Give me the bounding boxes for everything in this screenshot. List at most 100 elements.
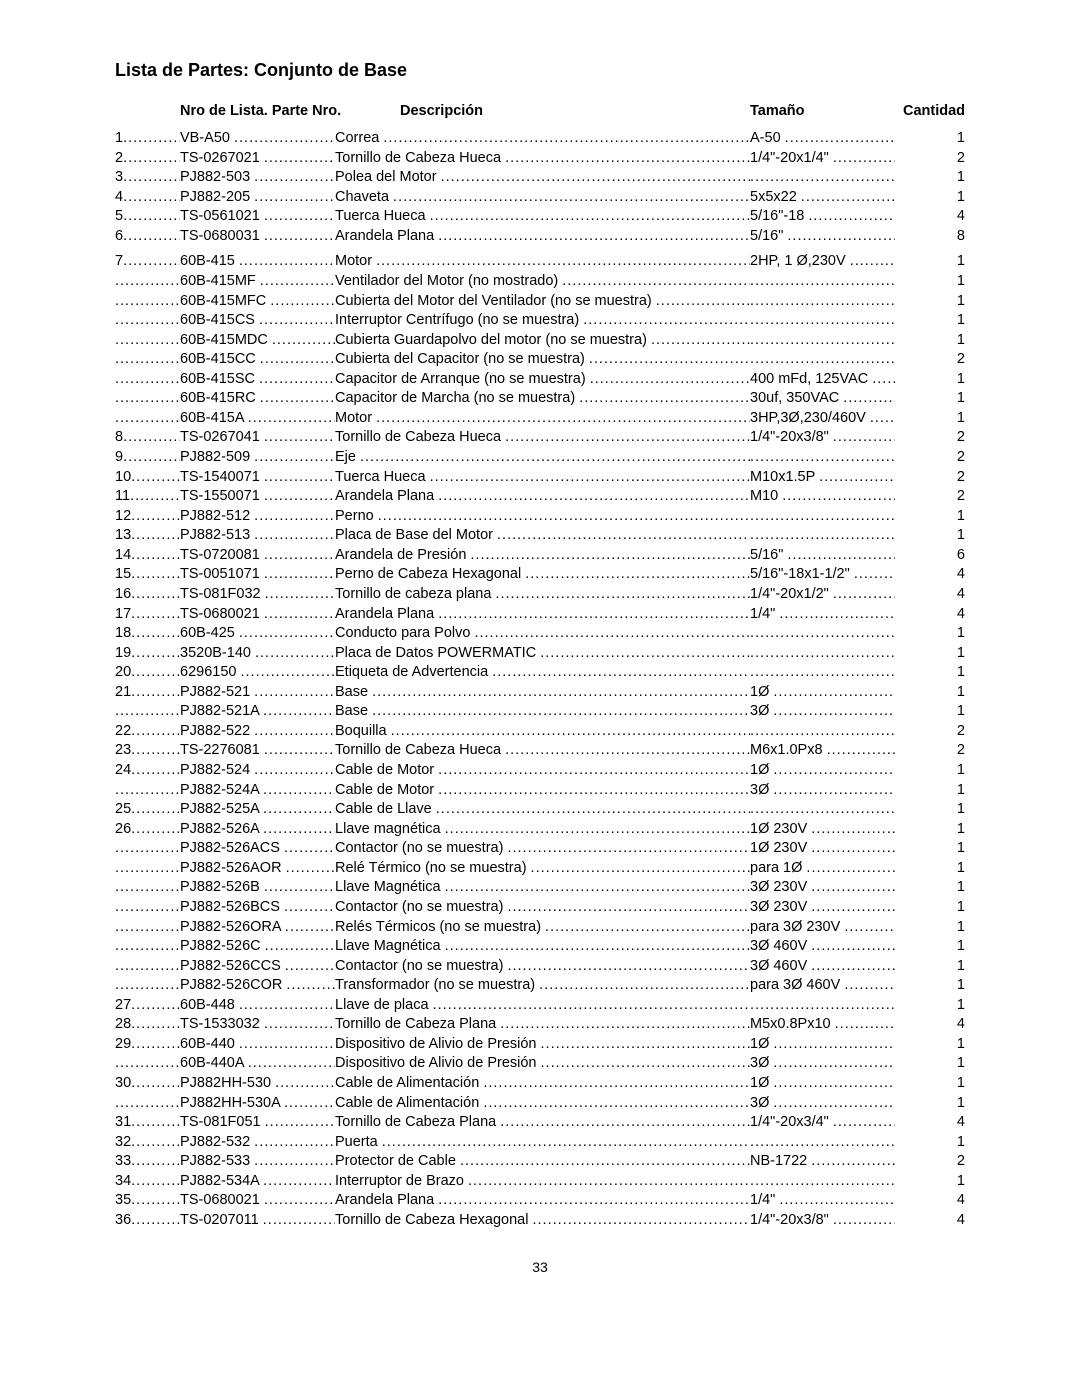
cell-size: 3Ø: [750, 1054, 895, 1074]
cell-qty: 1: [895, 252, 965, 272]
cell-qty: 2: [895, 468, 965, 488]
cell-num: 17: [115, 605, 180, 625]
cell-num: [115, 331, 180, 351]
cell-desc: Eje: [335, 448, 750, 468]
cell-desc: Tuerca Hueca: [335, 468, 750, 488]
cell-qty: 1: [895, 1094, 965, 1114]
cell-num: [115, 898, 180, 918]
page-title: Lista de Partes: Conjunto de Base: [115, 60, 965, 81]
cell-desc: Cubierta del Motor del Ventilador (no se…: [335, 292, 750, 312]
cell-part: 6296150: [180, 663, 335, 683]
cell-part: 60B-415MF: [180, 272, 335, 292]
header-qty: Cantidad: [895, 103, 965, 119]
cell-num: 15: [115, 565, 180, 585]
cell-size: [750, 448, 895, 468]
cell-desc: Relés Térmicos (no se muestra): [335, 918, 750, 938]
cell-qty: 2: [895, 1152, 965, 1172]
cell-desc: Capacitor de Arranque (no se muestra): [335, 370, 750, 390]
cell-desc: Cable de Motor: [335, 781, 750, 801]
cell-qty: 2: [895, 722, 965, 742]
cell-num: [115, 781, 180, 801]
cell-num: 8: [115, 428, 180, 448]
cell-num: 35: [115, 1191, 180, 1211]
cell-part: PJ882-205: [180, 188, 335, 208]
cell-qty: 1: [895, 644, 965, 664]
cell-num: 36: [115, 1211, 180, 1231]
cell-num: [115, 1094, 180, 1114]
cell-size: 3HP,3Ø,230/460V: [750, 409, 895, 429]
cell-qty: 1: [895, 761, 965, 781]
cell-num: [115, 350, 180, 370]
cell-qty: 1: [895, 839, 965, 859]
cell-num: [115, 409, 180, 429]
cell-part: PJ882-526B: [180, 878, 335, 898]
cell-part: TS-0267041: [180, 428, 335, 448]
cell-part: PJ882-526COR: [180, 976, 335, 996]
table-row: 3 PJ882-503 Polea del Motor 1: [115, 168, 965, 188]
table-row: 26 PJ882-526A Llave magnética 1Ø 230V 1: [115, 820, 965, 840]
cell-size: [750, 526, 895, 546]
cell-num: 2: [115, 149, 180, 169]
cell-num: 16: [115, 585, 180, 605]
cell-size: 5/16"-18: [750, 207, 895, 227]
cell-size: 1/4": [750, 1191, 895, 1211]
header-num-part: Nro de Lista. Parte Nro.: [180, 103, 400, 119]
cell-part: 60B-425: [180, 624, 335, 644]
cell-num: 26: [115, 820, 180, 840]
cell-num: 22: [115, 722, 180, 742]
cell-size: NB-1722: [750, 1152, 895, 1172]
cell-num: 34: [115, 1172, 180, 1192]
table-row: 36 TS-0207011 Tornillo de Cabeza Hexagon…: [115, 1211, 965, 1231]
cell-part: PJ882HH-530: [180, 1074, 335, 1094]
cell-part: PJ882-512: [180, 507, 335, 527]
cell-qty: 1: [895, 918, 965, 938]
table-row: PJ882-526B Llave Magnética 3Ø 230V 1: [115, 878, 965, 898]
cell-desc: Conducto para Polvo: [335, 624, 750, 644]
cell-num: 11: [115, 487, 180, 507]
cell-size: 1Ø: [750, 683, 895, 703]
cell-desc: Contactor (no se muestra): [335, 898, 750, 918]
table-row: PJ882-526AOR Relé Térmico (no se muestra…: [115, 859, 965, 879]
table-row: 20 6296150 Etiqueta de Advertencia 1: [115, 663, 965, 683]
table-row: 15 TS-0051071 Perno de Cabeza Hexagonal …: [115, 565, 965, 585]
cell-num: 29: [115, 1035, 180, 1055]
cell-num: [115, 292, 180, 312]
cell-size: [750, 272, 895, 292]
cell-desc: Chaveta: [335, 188, 750, 208]
table-row: 11 TS-1550071 Arandela Plana M10 2: [115, 487, 965, 507]
table-row: PJ882-524A Cable de Motor 3Ø 1: [115, 781, 965, 801]
cell-num: 32: [115, 1133, 180, 1153]
cell-num: [115, 859, 180, 879]
cell-qty: 1: [895, 526, 965, 546]
cell-qty: 1: [895, 702, 965, 722]
cell-num: 23: [115, 741, 180, 761]
cell-part: TS-0680031: [180, 227, 335, 247]
table-row: 5 TS-0561021 Tuerca Hueca 5/16"-18 4: [115, 207, 965, 227]
cell-part: PJ882-526CCS: [180, 957, 335, 977]
cell-num: [115, 389, 180, 409]
cell-qty: 1: [895, 168, 965, 188]
cell-qty: 1: [895, 272, 965, 292]
cell-part: TS-0051071: [180, 565, 335, 585]
cell-size: [750, 168, 895, 188]
cell-part: PJ882-526ORA: [180, 918, 335, 938]
cell-num: 31: [115, 1113, 180, 1133]
cell-size: 1Ø 230V: [750, 839, 895, 859]
cell-size: [750, 996, 895, 1016]
table-row: 60B-440A Dispositivo de Alivio de Presió…: [115, 1054, 965, 1074]
cell-desc: Arandela Plana: [335, 227, 750, 247]
cell-part: PJ882-524: [180, 761, 335, 781]
table-row: 14 TS-0720081 Arandela de Presión 5/16" …: [115, 546, 965, 566]
cell-desc: Tornillo de Cabeza Hueca: [335, 741, 750, 761]
cell-num: 30: [115, 1074, 180, 1094]
cell-part: 60B-415CC: [180, 350, 335, 370]
table-row: 21 PJ882-521 Base 1Ø 1: [115, 683, 965, 703]
cell-size: M10: [750, 487, 895, 507]
cell-size: 3Ø 460V: [750, 957, 895, 977]
cell-part: 60B-440: [180, 1035, 335, 1055]
cell-desc: Etiqueta de Advertencia: [335, 663, 750, 683]
cell-size: 1/4"-20x1/4": [750, 149, 895, 169]
cell-desc: Relé Térmico (no se muestra): [335, 859, 750, 879]
table-row: PJ882-521A Base 3Ø 1: [115, 702, 965, 722]
cell-desc: Llave de placa: [335, 996, 750, 1016]
